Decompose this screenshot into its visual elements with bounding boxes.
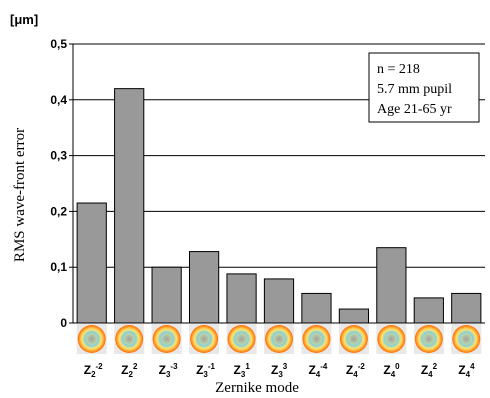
annotation-sample-size: n = 218 <box>377 62 420 77</box>
x-tick-label: Z2-2 <box>84 362 103 379</box>
unit-label: [μm] <box>10 12 38 27</box>
x-tick-label: Z42 <box>421 362 438 379</box>
bar <box>263 278 295 324</box>
y-tick-label: 0,3 <box>50 149 67 163</box>
x-tick-label: Z33 <box>271 362 288 379</box>
x-tick-label: Z3-3 <box>159 362 178 379</box>
x-tick-label: Z22 <box>121 362 138 379</box>
y-tick-labels: 0 0,1 0,2 0,3 0,4 0,5 <box>50 37 73 330</box>
zernike-pattern-icon <box>76 324 107 354</box>
bar <box>226 273 257 324</box>
x-tick-label: Z3-1 <box>196 362 215 379</box>
x-tick-label: Z40 <box>383 362 400 379</box>
zernike-pattern-icon <box>226 324 257 354</box>
zernike-icons <box>76 324 482 354</box>
bar <box>151 266 182 324</box>
zernike-pattern-icon <box>338 324 369 354</box>
bar <box>188 251 220 324</box>
y-tick-label: 0,5 <box>50 37 67 51</box>
zernike-pattern-icon <box>264 324 294 354</box>
x-tick-labels: Z2-2 Z22 Z3-3 Z3-1 Z31 Z33 Z4-4 Z4-2 Z40 Z42 Z44 <box>84 362 475 379</box>
y-axis-label: RMS wave-front error <box>12 128 28 262</box>
x-tick-label: Z4-2 <box>346 362 365 379</box>
annotation-box: n = 218 5.7 mm pupil Age 21-65 yr <box>368 52 480 123</box>
zernike-pattern-icon <box>301 324 332 354</box>
bars <box>76 88 482 324</box>
x-tick-label: Z44 <box>458 362 475 379</box>
zernike-pattern-icon <box>151 324 182 354</box>
bar <box>76 202 107 324</box>
zernike-pattern-icon <box>189 324 220 354</box>
y-tick-label: 0,4 <box>50 93 67 107</box>
bar <box>451 292 482 324</box>
y-tick-label: 0,2 <box>50 204 67 218</box>
x-tick-label: Z31 <box>234 362 251 379</box>
annotation-pupil: 5.7 mm pupil <box>377 82 452 97</box>
zernike-pattern-icon <box>114 324 145 354</box>
zernike-pattern-icon <box>376 324 407 354</box>
zernike-pattern-icon <box>413 324 444 354</box>
bar <box>338 308 370 324</box>
x-axis-label: Zernike mode <box>215 380 299 396</box>
y-tick-label: 0,1 <box>50 260 67 274</box>
zernike-pattern-icon <box>451 324 482 354</box>
bar <box>301 292 332 324</box>
annotation-age: Age 21-65 yr <box>377 102 452 117</box>
bar <box>413 297 444 324</box>
y-tick-label: 0 <box>60 316 67 330</box>
bar <box>376 247 407 324</box>
x-tick-label: Z4-4 <box>308 362 327 379</box>
bar <box>114 88 145 324</box>
